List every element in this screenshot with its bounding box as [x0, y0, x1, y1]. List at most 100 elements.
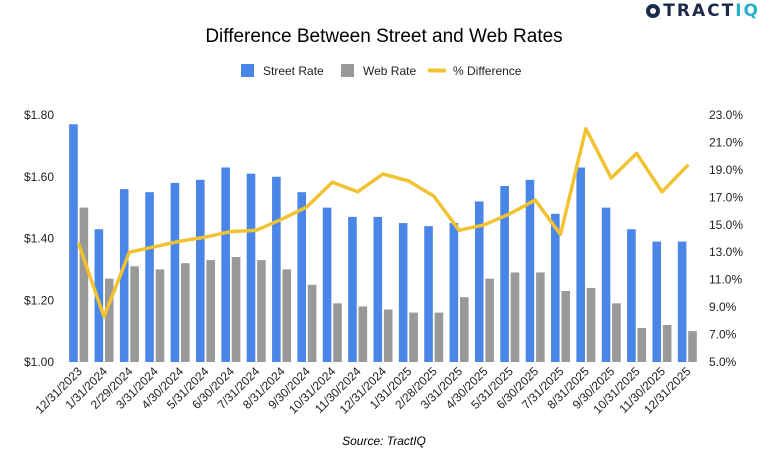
y-right-tick-label: 17.0% — [709, 190, 743, 204]
street-rate-bar — [297, 192, 307, 362]
street-rate-bar — [500, 186, 509, 362]
pct-difference-point — [204, 236, 207, 238]
pct-difference-point — [559, 233, 562, 236]
web-rate-bar — [510, 272, 520, 362]
pct-difference-point — [534, 199, 536, 201]
legend-swatch-pct-difference — [428, 68, 446, 73]
y-right-tick-label: 5.0% — [709, 355, 737, 369]
web-rate-bar — [206, 260, 215, 362]
legend-swatch-web-rate — [341, 64, 354, 77]
brand-name-accent: IQ — [735, 1, 760, 21]
y-right-tick-label: 13.0% — [709, 245, 743, 259]
street-rate-bar — [601, 207, 611, 362]
y-left-tick-label: $1.60 — [24, 170, 54, 184]
street-rate-bar — [525, 179, 535, 362]
web-rate-bar — [231, 257, 241, 362]
difference-line — [76, 126, 690, 319]
y-right-tick-label: 15.0% — [709, 218, 743, 232]
y-right-tick-label: 21.0% — [709, 135, 743, 149]
pct-difference-point — [585, 127, 587, 130]
pct-difference-point — [635, 152, 638, 155]
web-rate-bar — [612, 303, 621, 362]
brand-wordmark: TRACTIQ — [663, 1, 760, 21]
street-rate-bar — [424, 226, 433, 362]
street-rate-bar — [272, 176, 281, 362]
web-rate-bar — [586, 287, 596, 362]
chart-title: Difference Between Street and Web Rates — [205, 26, 562, 47]
street-rate-bar — [474, 201, 484, 362]
street-rate-bar — [627, 229, 636, 362]
web-rate-bar — [662, 324, 672, 362]
pct-difference-point — [356, 191, 359, 193]
legend-swatch-street-rate — [241, 64, 254, 77]
web-rate-bar — [637, 328, 647, 362]
street-rate-bar — [398, 223, 408, 362]
web-rate-bar — [409, 312, 418, 362]
y-right-tick-label: 23.0% — [709, 108, 743, 122]
brand-name-main: TRACT — [663, 1, 736, 21]
web-rate-bar — [459, 297, 469, 362]
web-rate-bar — [536, 272, 545, 362]
pct-difference-point — [610, 177, 613, 179]
web-rate-bar — [485, 278, 494, 362]
street-rate-bar — [170, 182, 180, 362]
bars — [69, 124, 697, 362]
web-rate-bar — [307, 284, 317, 362]
street-rate-bar — [373, 216, 383, 362]
tractiq-logo-icon — [646, 4, 661, 18]
web-rate-bar — [383, 309, 393, 362]
pct-difference-point — [128, 251, 131, 254]
y-left-tick-label: $1.80 — [24, 108, 54, 122]
pct-difference-point — [179, 240, 181, 243]
web-rate-bar — [688, 331, 697, 362]
pct-difference-series-line — [76, 126, 690, 319]
web-rate-bar — [333, 303, 342, 362]
y-left-tick-label: $1.20 — [24, 293, 54, 307]
pct-difference-point — [153, 245, 156, 248]
web-rate-bar — [358, 306, 368, 362]
street-rate-bar — [652, 241, 662, 362]
pct-difference-point — [103, 315, 105, 318]
y-left-tick-label: $1.40 — [24, 232, 54, 246]
street-rate-bar — [94, 229, 104, 362]
pct-difference-point — [509, 213, 511, 215]
web-rate-bar — [282, 269, 292, 362]
street-rate-bar — [246, 173, 256, 362]
pct-difference-point — [230, 230, 232, 233]
pct-difference-point — [306, 206, 308, 208]
web-rate-bar — [561, 290, 571, 362]
legend-label-street-rate: Street Rate — [263, 64, 324, 78]
web-rate-bar — [257, 260, 266, 362]
pct-difference-point — [686, 164, 689, 167]
pct-difference-point — [255, 229, 257, 232]
pct-difference-point — [280, 218, 283, 221]
web-rate-bar — [104, 278, 114, 362]
street-rate-bar — [322, 207, 332, 362]
street-rate-bar — [576, 167, 585, 362]
street-rate-bar — [677, 241, 687, 362]
chart-source: Source: TractIQ — [342, 434, 426, 448]
street-rate-bar — [221, 167, 230, 362]
web-rate-bar — [130, 266, 139, 362]
street-rate-bar — [145, 192, 154, 362]
web-rate-bar — [155, 269, 165, 362]
y-right-tick-label: 11.0% — [709, 273, 742, 287]
pct-difference-point — [382, 173, 384, 175]
street-rate-bar — [69, 124, 78, 362]
pct-difference-point — [483, 223, 486, 226]
legend-label-web-rate: Web Rate — [363, 64, 416, 78]
pct-difference-point — [407, 180, 410, 182]
legend-label-pct-difference: % Difference — [453, 64, 522, 78]
web-rate-bar — [181, 263, 190, 362]
y-left-tick-label: $1.00 — [24, 355, 54, 369]
street-rate-bar — [449, 223, 459, 362]
axes: $1.00 $1.20 $1.40 $1.60 $1.80 5.0% 7.0% 9.0% 11.… — [24, 108, 743, 369]
street-rate-bar — [119, 189, 129, 362]
pct-difference-point — [331, 181, 334, 184]
brand-logo: TRACTIQ — [646, 1, 760, 21]
y-right-tick-label: 19.0% — [709, 163, 743, 177]
y-right-tick-label: 7.0% — [709, 328, 737, 342]
x-axis-labels: 12/31/20231/31/20242/29/20243/31/20244/3… — [32, 364, 693, 417]
y-right-tick-label: 9.0% — [709, 300, 737, 314]
legend: Street Rate Web Rate % Difference — [241, 64, 522, 78]
